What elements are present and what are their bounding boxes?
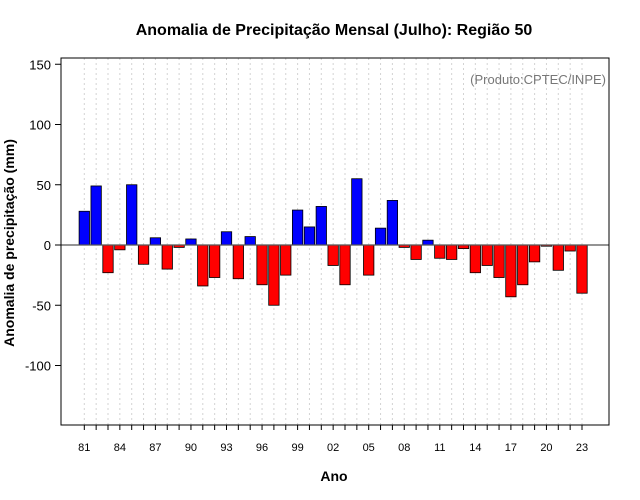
x-axis: 81 84 87 90 93 96 99 02 05 08 11 14 17 20 23 bbox=[78, 425, 588, 454]
bar-2011 bbox=[434, 244, 446, 259]
bar-2006 bbox=[374, 227, 387, 246]
y-tick-label: 50 bbox=[37, 178, 51, 193]
bar-1982 bbox=[90, 185, 102, 246]
y-tick-label: 150 bbox=[29, 57, 51, 72]
bar-1993 bbox=[220, 231, 233, 246]
bar-1999 bbox=[291, 209, 304, 246]
bar-1996 bbox=[256, 244, 268, 286]
bar-1985 bbox=[126, 184, 138, 246]
bar-1995 bbox=[244, 236, 256, 246]
bar-2003 bbox=[339, 244, 351, 286]
bar-2004 bbox=[351, 178, 363, 246]
y-tick-label: 100 bbox=[29, 118, 51, 133]
x-tick-label: 81 bbox=[78, 442, 90, 454]
bar-2023 bbox=[576, 244, 588, 294]
x-tick-label: 93 bbox=[220, 442, 232, 454]
bar-2021 bbox=[552, 244, 564, 271]
bar-2000 bbox=[303, 226, 316, 246]
bar-1990 bbox=[185, 238, 197, 246]
bars bbox=[78, 178, 588, 306]
bar-1988 bbox=[161, 244, 173, 270]
bar-2002 bbox=[327, 244, 339, 266]
bar-2014 bbox=[469, 244, 481, 274]
x-tick-label: 17 bbox=[505, 442, 517, 454]
x-tick-label: 99 bbox=[291, 442, 303, 454]
bar-1987 bbox=[149, 237, 161, 246]
bar-2022 bbox=[564, 244, 576, 252]
chart-title: Anomalia de Precipitação Mensal (Julho):… bbox=[136, 22, 533, 39]
bar-1994 bbox=[232, 244, 244, 280]
credit-label: (Produto:CPTEC/INPE) bbox=[470, 72, 606, 87]
y-axis-label: Anomalia de precipitação (mm) bbox=[1, 139, 17, 347]
y-axis: -100 -50 0 50 100 150 bbox=[25, 57, 61, 374]
x-tick-label: 11 bbox=[434, 442, 445, 454]
x-tick-label: 08 bbox=[398, 442, 410, 454]
x-tick-label: 84 bbox=[114, 442, 126, 454]
bar-1983 bbox=[102, 244, 114, 274]
bar-2016 bbox=[493, 244, 505, 278]
x-tick-label: 20 bbox=[540, 442, 552, 454]
bar-2001 bbox=[315, 206, 327, 246]
bar-2015 bbox=[481, 244, 493, 266]
bar-1997 bbox=[268, 244, 280, 306]
x-tick-label: 87 bbox=[149, 442, 161, 454]
bar-2017 bbox=[505, 244, 517, 298]
x-tick-label: 23 bbox=[576, 442, 588, 454]
bar-2019 bbox=[529, 244, 541, 263]
x-tick-label: 90 bbox=[185, 442, 197, 454]
x-tick-label: 96 bbox=[256, 442, 268, 454]
x-tick-label: 05 bbox=[363, 442, 375, 454]
bar-1998 bbox=[280, 244, 292, 276]
plot-frame bbox=[60, 57, 610, 426]
y-tick-label: -50 bbox=[32, 298, 51, 313]
bar-1986 bbox=[137, 244, 150, 265]
y-tick-label: 0 bbox=[44, 238, 51, 253]
bar-2018 bbox=[517, 244, 529, 286]
bar-1992 bbox=[209, 244, 221, 278]
bar-2007 bbox=[386, 200, 399, 246]
x-tick-label: 14 bbox=[469, 442, 481, 454]
grid-lines bbox=[83, 58, 583, 425]
bar-1991 bbox=[197, 244, 209, 287]
bar-1984 bbox=[114, 244, 126, 251]
bar-2009 bbox=[410, 244, 422, 260]
bar-2012 bbox=[446, 244, 458, 260]
y-tick-label: -100 bbox=[25, 359, 51, 374]
bar-1981 bbox=[78, 210, 90, 246]
bar-2005 bbox=[363, 244, 375, 276]
x-tick-label: 02 bbox=[327, 442, 339, 454]
x-axis-label: Ano bbox=[320, 468, 347, 484]
bar-2010 bbox=[422, 239, 434, 246]
